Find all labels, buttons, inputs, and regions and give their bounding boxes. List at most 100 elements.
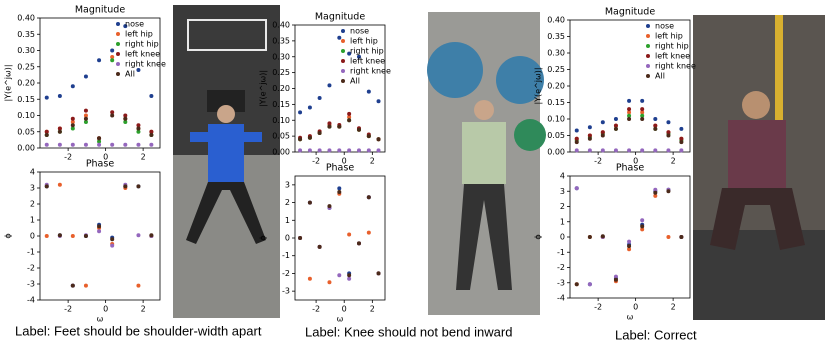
data-point <box>110 55 115 59</box>
data-point <box>627 148 632 153</box>
data-point <box>600 120 605 125</box>
y-tick-label: -4 <box>557 294 565 303</box>
data-point <box>666 235 671 239</box>
x-tick-label: 0 <box>103 153 108 162</box>
data-point <box>83 113 88 118</box>
data-point <box>110 110 115 115</box>
data-point <box>97 142 102 147</box>
data-point <box>44 184 49 189</box>
y-tick-label: 0.25 <box>272 68 290 77</box>
data-point <box>298 137 303 142</box>
data-point <box>123 116 128 121</box>
y-tick-label: 0.00 <box>17 144 35 153</box>
y-tick-label: 1 <box>285 216 290 225</box>
y-axis-label: ϕ <box>259 235 268 240</box>
y-tick-label: 0.40 <box>17 14 35 23</box>
data-point <box>110 243 115 248</box>
legend-label: nose <box>655 22 674 31</box>
x-tick-label: 0 <box>633 303 638 312</box>
data-point <box>347 232 352 237</box>
y-tick-label: 0.05 <box>547 131 565 140</box>
data-point <box>640 224 645 229</box>
photo <box>693 15 825 320</box>
legend-marker <box>116 32 120 36</box>
data-point <box>337 189 342 194</box>
x-tick-label: -2 <box>312 305 320 314</box>
data-point <box>653 187 658 192</box>
data-point <box>587 125 592 130</box>
data-point <box>640 98 645 103</box>
data-point <box>136 123 141 128</box>
data-point <box>70 142 75 147</box>
y-tick-label: -1 <box>557 248 565 257</box>
y-tick-label: 0.00 <box>547 148 565 157</box>
data-point <box>653 117 658 121</box>
data-point <box>679 136 684 141</box>
x-tick-label: 0 <box>103 305 108 314</box>
y-tick-label: -4 <box>27 296 35 305</box>
data-point <box>640 227 645 232</box>
data-point <box>366 89 371 94</box>
caption: Label: Knee should not bend inward <box>305 324 512 339</box>
x-axis-label: ω <box>627 313 634 322</box>
data-point <box>337 124 342 129</box>
data-point <box>627 110 632 115</box>
data-point <box>666 133 671 138</box>
data-point <box>123 113 128 118</box>
legend-marker <box>116 22 120 26</box>
data-point <box>587 282 592 287</box>
data-point <box>366 195 371 200</box>
data-point <box>337 35 342 40</box>
caption: Label: Feet should be shoulder-width apa… <box>15 323 262 338</box>
legend-marker <box>341 79 345 83</box>
data-point <box>587 133 592 138</box>
y-tick-label: 4 <box>560 172 565 181</box>
caption: Label: Correct <box>615 327 697 342</box>
data-point <box>327 124 332 129</box>
y-tick-label: 0.20 <box>547 82 565 91</box>
y-tick-label: -3 <box>557 278 565 287</box>
data-point <box>627 117 632 121</box>
data-point <box>640 117 645 121</box>
data-point <box>356 148 361 153</box>
x-tick-label: -2 <box>64 305 72 314</box>
data-point <box>149 142 154 147</box>
y-tick-label: 2 <box>285 198 290 207</box>
data-point <box>679 235 684 239</box>
y-tick-label: 0 <box>285 234 290 243</box>
chart-title: Phase <box>86 159 115 170</box>
data-point <box>640 107 645 112</box>
data-point <box>70 283 75 288</box>
data-point <box>600 130 605 135</box>
data-point <box>574 140 579 145</box>
data-point <box>574 282 579 287</box>
data-point <box>307 200 312 205</box>
data-point <box>347 115 352 120</box>
y-tick-label: 4 <box>30 168 35 177</box>
legend-marker <box>116 72 120 76</box>
data-point <box>347 111 352 116</box>
data-point <box>307 105 312 110</box>
data-point <box>110 58 115 63</box>
legend-label: left hip <box>655 32 683 41</box>
legend-label: left hip <box>125 30 153 39</box>
y-tick-label: 0.35 <box>17 30 35 39</box>
legend-marker <box>341 59 345 63</box>
data-point <box>317 130 322 135</box>
y-tick-label: 0.10 <box>272 116 290 125</box>
data-point <box>57 129 62 134</box>
y-tick-label: 0.30 <box>17 46 35 55</box>
data-point <box>376 148 381 153</box>
data-point <box>347 51 352 56</box>
data-point <box>356 54 361 59</box>
data-point <box>627 107 632 112</box>
data-point <box>298 148 303 153</box>
photo <box>427 12 546 315</box>
data-point <box>627 244 632 249</box>
data-point <box>83 142 88 147</box>
y-tick-label: 0.30 <box>547 49 565 58</box>
data-point <box>110 48 115 53</box>
data-point <box>149 233 154 238</box>
data-point <box>640 110 645 115</box>
data-point <box>123 120 128 124</box>
